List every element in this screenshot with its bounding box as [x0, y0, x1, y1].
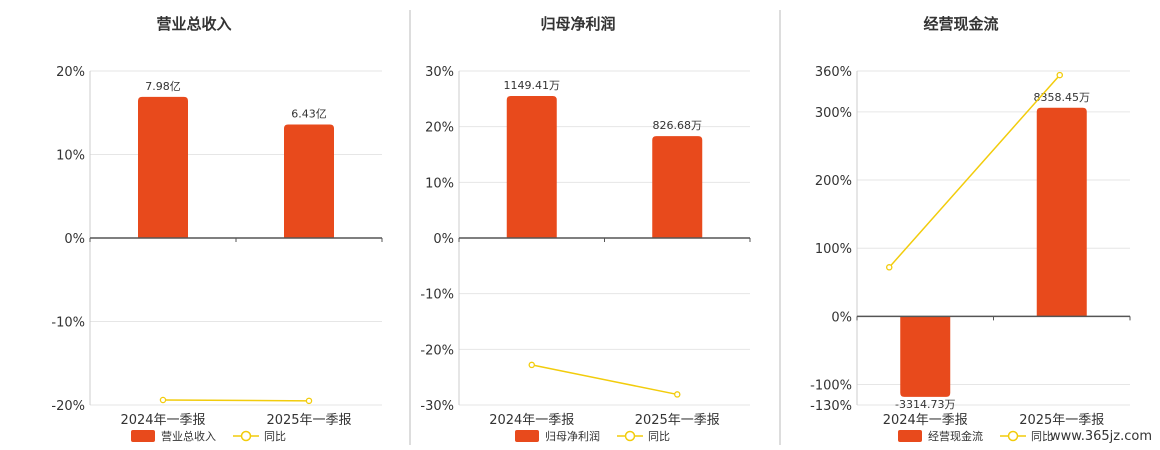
bar	[1036, 107, 1087, 317]
chart-panel-1: 营业总收入 20% 10% 0% -10% -20% 7.98亿 6.43亿 2024年一季报 2…	[51, 15, 383, 443]
watermark-text: www.365jz.com	[1050, 429, 1152, 444]
y-tick-label: 10%	[425, 176, 454, 191]
legend-bar-label: 经营现金流	[928, 429, 983, 443]
bar-data-label: -3314.73万	[895, 398, 955, 411]
x-category-label: 2024年一季报	[489, 413, 574, 428]
y-tick-label: -20%	[51, 399, 85, 414]
legend-line-marker	[624, 430, 636, 442]
bar	[900, 316, 951, 397]
bar	[506, 96, 557, 238]
legend-line-label: 同比	[1031, 430, 1053, 443]
x-category-label: 2024年一季报	[883, 413, 968, 428]
bar-data-label: 7.98亿	[145, 80, 181, 93]
y-tick-label: -130%	[810, 399, 852, 414]
legend-bar-swatch	[898, 430, 922, 442]
yoy-line	[162, 399, 310, 402]
bar-data-label: 1149.41万	[504, 79, 561, 92]
y-tick-label: -20%	[420, 343, 454, 358]
y-tick-label: -10%	[51, 316, 85, 331]
yoy-point	[886, 264, 893, 271]
y-tick-label: 300%	[815, 106, 852, 121]
yoy-point	[159, 396, 167, 404]
y-tick-label: 360%	[815, 65, 852, 80]
bar-data-label: 6.43亿	[291, 107, 327, 120]
y-tick-label: 100%	[815, 242, 852, 257]
chart-panel-3: 经营现金流 360% 300% 200% 100% 0% -100% -130% -3314.7…	[810, 15, 1131, 443]
chart-panel-2: 归母净利润 30% 20% 10% 0% -10% -20% -30% 1149.41万 826.…	[420, 15, 751, 443]
bar-data-label: 826.68万	[653, 119, 703, 132]
y-tick-label: 0%	[64, 232, 85, 247]
legend-line-marker	[240, 430, 252, 442]
legend-line-label: 同比	[264, 430, 286, 443]
y-tick-label: 20%	[425, 121, 454, 136]
legend-bar-label: 营业总收入	[161, 429, 216, 443]
y-tick-label: -10%	[420, 288, 454, 303]
y-tick-label: 200%	[815, 174, 852, 189]
legend-line-marker	[1007, 430, 1019, 442]
bar	[652, 136, 703, 238]
y-tick-label: 0%	[433, 232, 454, 247]
x-category-label: 2025年一季报	[266, 413, 351, 428]
legend-bar-swatch	[515, 430, 539, 442]
y-tick-label: 0%	[831, 310, 852, 325]
y-tick-label: 30%	[425, 65, 454, 80]
yoy-point	[528, 361, 536, 369]
legend-bar-swatch	[131, 430, 155, 442]
yoy-line	[888, 74, 1061, 268]
y-tick-label: -100%	[810, 379, 852, 394]
bar	[138, 96, 188, 238]
chart-title: 经营现金流	[923, 15, 998, 33]
yoy-line	[531, 364, 678, 396]
x-category-label: 2025年一季报	[635, 413, 720, 428]
yoy-point	[1056, 71, 1064, 79]
chart-title: 营业总收入	[156, 15, 231, 33]
x-category-label: 2025年一季报	[1019, 413, 1104, 428]
bar-data-label: 8358.45万	[1034, 91, 1091, 104]
legend-bar-label: 归母净利润	[545, 429, 600, 443]
chart-title: 归母净利润	[540, 15, 615, 33]
bar	[284, 124, 334, 238]
y-tick-label: 20%	[56, 65, 85, 80]
y-tick-label: 10%	[56, 149, 85, 164]
yoy-point	[674, 391, 681, 398]
y-tick-label: -30%	[420, 399, 454, 414]
x-category-label: 2024年一季报	[120, 413, 205, 428]
legend-line-label: 同比	[648, 430, 670, 443]
yoy-point	[305, 397, 313, 405]
